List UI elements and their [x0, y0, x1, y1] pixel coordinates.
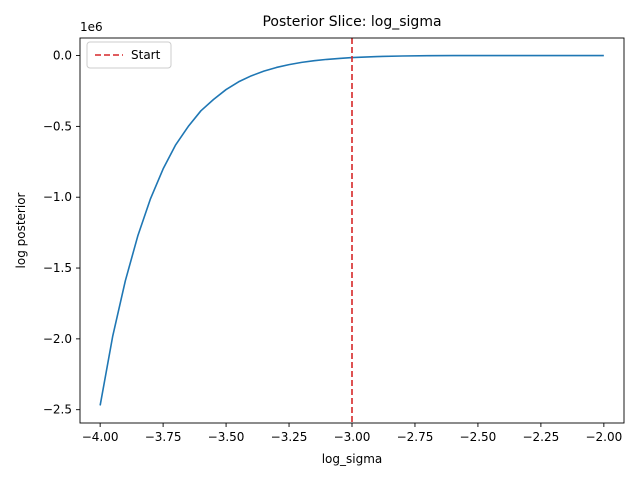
chart-title: Posterior Slice: log_sigma [262, 14, 441, 30]
y-tick-label: −1.5 [43, 261, 72, 275]
y-tick-label: −2.0 [43, 332, 72, 346]
y-tick-label: −2.5 [43, 403, 72, 417]
y-axis-ticks: 0.0 −0.5 −1.0 −1.5 −2.0 −2.5 [43, 49, 80, 417]
y-axis-label: log posterior [14, 192, 28, 268]
x-tick-label: −3.00 [334, 430, 371, 444]
x-tick-label: −2.25 [522, 430, 559, 444]
x-axis-ticks: −4.00 −3.75 −3.50 −3.25 −3.00 −2.75 −2.50 −2.25… [82, 423, 622, 444]
legend: Start [86, 41, 172, 69]
x-tick-label: −3.75 [145, 430, 182, 444]
x-tick-label: −2.00 [585, 430, 622, 444]
plot-area [79, 37, 625, 424]
series-line-0 [99, 54, 604, 406]
x-tick-label: −4.00 [82, 430, 119, 444]
y-tick-label: 0.0 [53, 49, 72, 63]
x-tick-label: −3.25 [271, 430, 308, 444]
y-tick-label: −1.0 [43, 190, 72, 204]
x-tick-label: −2.75 [397, 430, 434, 444]
y-offset-label: 1e6 [80, 20, 103, 34]
y-tick-label: −0.5 [43, 119, 72, 133]
x-tick-label: −3.50 [208, 430, 245, 444]
legend-box [86, 41, 172, 69]
x-axis-label: log_sigma [322, 452, 383, 466]
legend-label-start: Start [131, 48, 161, 62]
x-tick-label: −2.50 [460, 430, 497, 444]
